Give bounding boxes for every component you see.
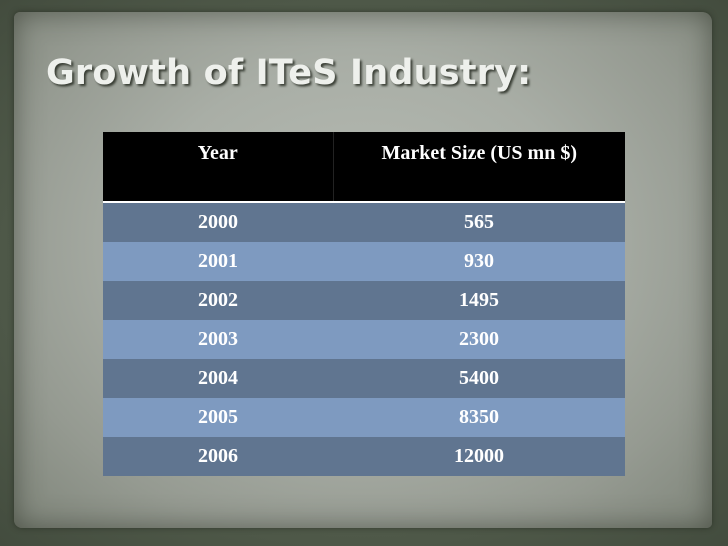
- market-size-cell: 565: [333, 202, 625, 242]
- market-size-table: Year Market Size (US mn $) 2000 565 2001…: [103, 132, 625, 476]
- table-body: 2000 565 2001 930 2002 1495 2003 2300 20…: [103, 202, 625, 476]
- table-header: Year Market Size (US mn $): [103, 132, 625, 203]
- table-row: 2005 8350: [103, 398, 625, 437]
- market-size-cell: 8350: [333, 398, 625, 437]
- year-cell: 2002: [103, 281, 333, 320]
- header-year: Year: [103, 132, 334, 203]
- year-cell: 2005: [103, 398, 333, 437]
- table-row: 2006 12000: [103, 437, 625, 476]
- year-cell: 2001: [103, 242, 333, 281]
- table-row: 2003 2300: [103, 320, 625, 359]
- table-row: 2004 5400: [103, 359, 625, 398]
- year-cell: 2006: [103, 437, 333, 476]
- market-size-cell: 930: [333, 242, 625, 281]
- year-cell: 2000: [103, 202, 333, 242]
- market-size-cell: 1495: [333, 281, 625, 320]
- table-row: 2002 1495: [103, 281, 625, 320]
- header-row: Year Market Size (US mn $): [103, 132, 625, 203]
- slide-title: Growth of ITeS Industry:: [46, 53, 532, 93]
- market-size-cell: 5400: [333, 359, 625, 398]
- market-size-cell: 12000: [333, 437, 625, 476]
- header-market-size: Market Size (US mn $): [333, 132, 625, 203]
- table-row: 2001 930: [103, 242, 625, 281]
- market-size-table-container: Year Market Size (US mn $) 2000 565 2001…: [103, 132, 625, 476]
- market-size-cell: 2300: [333, 320, 625, 359]
- year-cell: 2003: [103, 320, 333, 359]
- year-cell: 2004: [103, 359, 333, 398]
- table-row: 2000 565: [103, 202, 625, 242]
